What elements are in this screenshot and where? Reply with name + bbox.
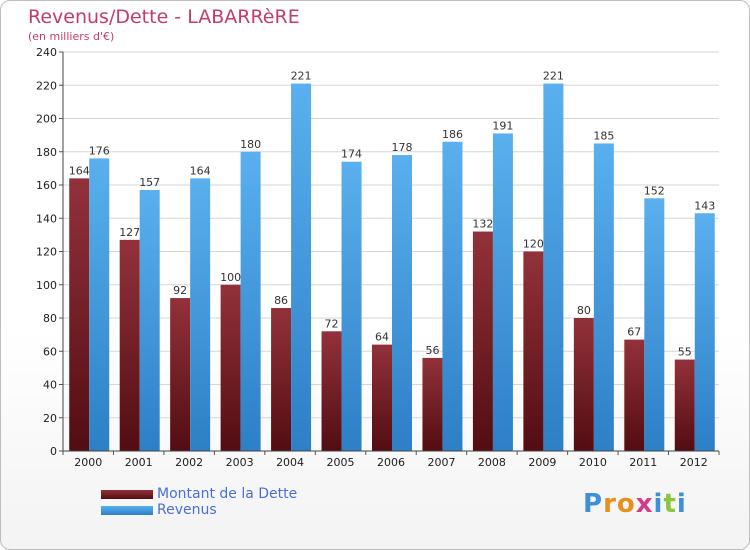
y-tick-label: 160	[36, 179, 57, 192]
x-tick-label: 2000	[74, 456, 102, 469]
bar-debt	[573, 318, 594, 451]
y-tick-label: 20	[43, 412, 57, 425]
data-label-debt: 120	[523, 238, 544, 251]
y-tick-label: 100	[36, 279, 57, 292]
data-label-debt: 100	[220, 271, 241, 284]
x-tick-label: 2007	[427, 456, 455, 469]
bar-revenue	[593, 143, 614, 451]
logo-letter: P	[583, 489, 604, 519]
bar-debt	[472, 231, 493, 451]
x-tick-label: 2012	[680, 456, 708, 469]
x-tick-label: 2005	[327, 456, 355, 469]
y-tick-label: 80	[43, 312, 57, 325]
bar-revenue	[543, 83, 564, 452]
x-tick-label: 2001	[125, 456, 153, 469]
x-tick-label: 2003	[226, 456, 254, 469]
bar-debt	[119, 239, 140, 451]
data-label-revenue: 191	[492, 119, 513, 132]
data-label-debt: 164	[69, 164, 90, 177]
y-tick-label: 120	[36, 246, 57, 259]
data-label-revenue: 143	[694, 199, 715, 212]
bar-debt	[422, 357, 443, 451]
proxiti-logo: Proxiti	[583, 489, 687, 519]
logo-letter: x	[635, 489, 654, 519]
bar-revenue	[392, 155, 412, 451]
logo-letter: i	[653, 489, 664, 519]
y-tick-label: 40	[43, 379, 57, 392]
x-tick-label: 2010	[579, 456, 607, 469]
logo-letter: i	[676, 489, 687, 519]
bar-debt	[321, 331, 342, 451]
data-label-revenue: 221	[291, 70, 312, 83]
x-tick-label: 2009	[528, 456, 556, 469]
bar-revenue	[291, 83, 312, 452]
data-label-revenue: 157	[139, 176, 160, 189]
x-tick-label: 2002	[175, 456, 203, 469]
bar-debt	[170, 298, 191, 451]
bar-revenue	[442, 141, 463, 451]
x-tick-label: 2011	[629, 456, 657, 469]
x-tick-label: 2004	[276, 456, 304, 469]
logo-letter: r	[603, 489, 617, 519]
bar-revenue	[341, 161, 362, 451]
chart-title: Revenus/Dette - LABARRèRE	[28, 6, 300, 28]
data-label-revenue: 152	[644, 184, 665, 197]
data-label-revenue: 164	[190, 164, 211, 177]
data-label-revenue: 221	[543, 70, 564, 83]
data-label-revenue: 176	[89, 144, 110, 157]
y-tick-label: 200	[36, 113, 57, 126]
data-label-debt: 80	[577, 304, 591, 317]
legend-swatch-revenue	[101, 506, 153, 515]
bar-revenue	[644, 198, 665, 451]
y-tick-label: 220	[36, 79, 57, 92]
data-label-revenue: 185	[593, 129, 614, 142]
bar-debt	[674, 359, 695, 451]
data-label-debt: 56	[425, 344, 439, 357]
bar-revenue	[139, 189, 160, 452]
data-label-debt: 86	[274, 294, 288, 307]
bar-revenue	[694, 213, 715, 451]
data-label-debt: 72	[325, 317, 339, 330]
data-label-revenue: 174	[341, 148, 362, 161]
data-label-debt: 92	[173, 284, 187, 297]
bar-debt	[271, 308, 292, 451]
data-label-debt: 127	[119, 226, 140, 239]
logo-letter: t	[663, 489, 677, 519]
legend-label-debt: Montant de la Dette	[157, 486, 298, 502]
bar-revenue	[89, 158, 110, 451]
y-tick-label: 180	[36, 146, 57, 159]
data-label-debt: 132	[472, 218, 493, 231]
chart-subtitle: (en milliers d'€)	[28, 30, 115, 43]
data-label-revenue: 178	[392, 141, 413, 154]
x-tick-label: 2006	[377, 456, 405, 469]
bar-revenue	[492, 133, 513, 451]
data-label-debt: 55	[678, 346, 692, 359]
bar-revenue	[190, 178, 211, 451]
data-label-debt: 64	[375, 331, 389, 344]
y-tick-label: 60	[43, 345, 57, 358]
data-label-revenue: 180	[240, 138, 261, 151]
data-label-revenue: 186	[442, 128, 463, 141]
y-tick-label: 140	[36, 212, 57, 225]
bar-debt	[372, 344, 392, 451]
x-tick-label: 2008	[478, 456, 506, 469]
bar-debt	[523, 251, 544, 451]
logo-letter: o	[616, 489, 636, 519]
bar-chart: 0 20 40 60 80 100 120 140 160 180 200 220 240 164 176 2…	[36, 46, 720, 469]
bar-revenue	[240, 151, 261, 451]
data-label-debt: 67	[627, 326, 641, 339]
legend-swatch-debt	[101, 490, 153, 499]
y-tick-label: 0	[50, 445, 57, 458]
bar-debt	[69, 178, 90, 451]
bar-debt	[624, 339, 645, 451]
legend-label-revenue: Revenus	[157, 502, 217, 518]
bar-debt	[220, 284, 241, 451]
y-tick-label: 240	[36, 46, 57, 59]
